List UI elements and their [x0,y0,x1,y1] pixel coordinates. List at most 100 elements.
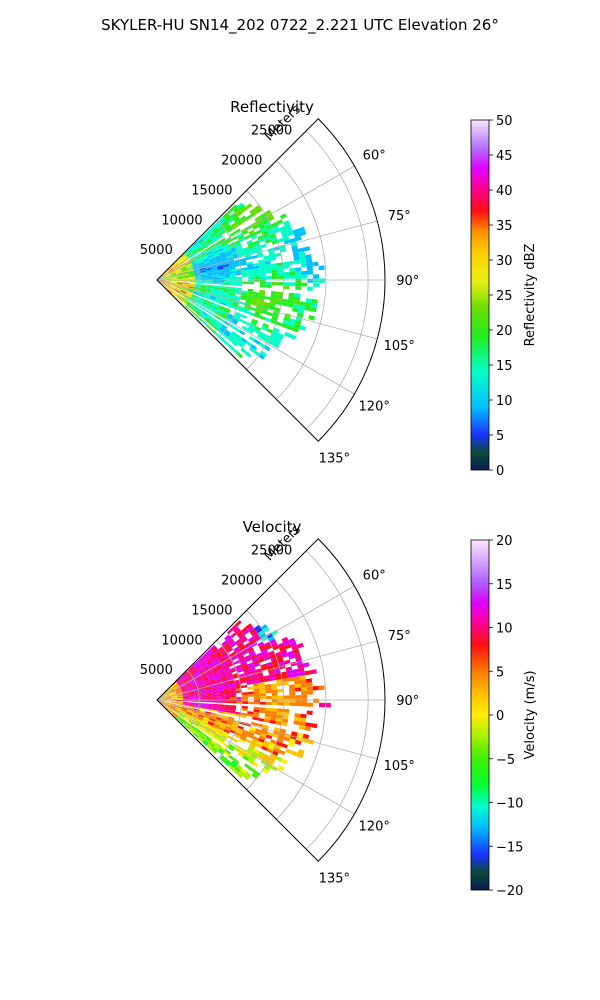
field-cell [199,685,205,689]
field-cell [214,324,221,330]
field-cell [217,709,224,712]
field-cell [289,641,297,648]
field-cell [180,711,187,715]
field-cell [214,676,222,681]
field-cell [292,668,299,674]
field-cell [298,247,305,253]
field-cell [202,299,209,304]
field-cell [207,241,214,246]
field-cell [228,296,235,300]
field-cell [176,716,182,722]
field-cell [225,725,232,730]
field-cell [300,683,307,688]
field-cell [187,290,193,294]
field-cell [170,285,176,289]
field-cell [260,732,267,738]
field-cell [182,677,189,682]
field-cell [176,691,182,695]
colorbar-tick-label: 15 [496,359,513,374]
field-cell [277,237,284,243]
field-cell [164,273,171,277]
field-cell [225,329,232,335]
field-cell [170,285,176,289]
field-cell [205,711,212,714]
field-cell [217,739,224,745]
field-cell [180,721,186,726]
field-cell [182,704,189,707]
field-cell [213,673,220,678]
field-cell [206,703,213,706]
velocity-ticks: 50001000015000200002500060°75°90°105°120… [140,544,420,887]
field-cell [277,282,284,286]
field-cell [176,695,183,697]
field-cell [212,237,219,243]
field-cell [216,232,222,238]
field-cell [219,317,225,323]
field-cell [241,712,248,716]
field-cell [210,667,217,672]
field-cell [165,696,172,699]
field-cell [306,286,314,291]
field-cell [211,685,218,688]
field-cell [177,280,184,282]
field-cell [185,713,192,717]
field-cell [277,269,284,273]
field-cell [253,268,260,272]
field-cell [176,694,183,697]
field-cell [261,666,268,671]
field-cell [163,690,169,695]
field-cell [275,721,282,726]
field-cell [259,212,267,219]
field-cell [237,655,245,660]
field-cell [221,258,228,262]
field-cell [264,684,272,688]
field-cell [223,665,230,670]
field-cell [258,682,265,686]
field-cell [195,299,202,304]
field-cell [236,652,244,658]
field-cell [171,261,177,267]
field-cell [196,298,203,303]
field-cell [305,298,313,304]
field-cell [159,276,165,280]
field-cell [294,716,301,722]
field-cell [277,702,284,706]
field-cell [305,302,312,308]
field-cell [282,712,289,717]
field-cell [249,667,256,672]
field-cell [171,682,177,687]
field-cell [319,702,325,708]
field-cell [297,308,305,314]
field-cell [234,314,241,319]
field-cell [230,642,237,648]
field-cell [243,249,250,254]
field-cell [295,698,302,703]
field-cell [165,280,172,281]
field-cell [253,691,260,695]
field-cell [216,321,223,327]
azimuth-spoke [156,699,355,815]
field-cell [205,708,212,712]
field-cell [195,300,201,305]
field-cell [212,691,219,694]
field-cell [168,707,175,712]
field-cell [233,758,240,765]
field-cell [225,758,232,765]
field-cell [206,284,213,287]
field-cell [200,691,207,694]
field-cell [182,284,189,287]
field-cell [220,734,228,740]
field-cell [212,706,219,710]
field-cell [171,282,177,284]
field-cell [171,701,178,702]
field-cell [281,302,288,307]
field-cell [289,334,297,340]
field-cell [215,742,222,748]
field-cell [248,731,255,737]
field-cell [228,682,235,686]
field-cell [201,675,208,680]
field-cell [187,301,194,306]
field-cell [183,258,189,263]
field-cell [275,741,283,747]
field-cell [274,744,282,750]
